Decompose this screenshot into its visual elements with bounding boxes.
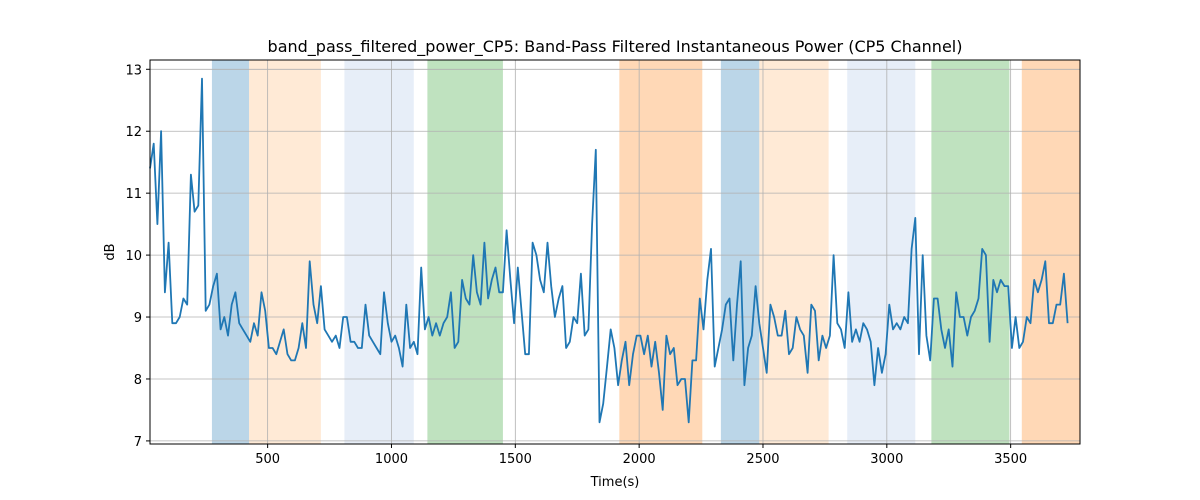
ticks-layer: 500 1000 1500 2000 2500 3000 3500 7 8 9 10 11 12 13 bbox=[125, 63, 1027, 467]
bands-layer bbox=[211, 60, 1080, 444]
shaded-band-1 bbox=[249, 60, 321, 444]
x-tick-label-5: 3000 bbox=[870, 452, 903, 467]
y-tick-label-5: 12 bbox=[125, 125, 142, 140]
x-axis-label: Time(s) bbox=[590, 475, 640, 490]
shaded-band-2 bbox=[344, 60, 414, 444]
plot-frame bbox=[149, 59, 1081, 445]
power-series-line bbox=[149, 77, 1069, 424]
chart-title: band_pass_filtered_power_CP5: Band-Pass … bbox=[268, 37, 963, 57]
y-axis-label: dB bbox=[103, 243, 118, 260]
shaded-band-5 bbox=[720, 60, 760, 444]
shaded-band-7 bbox=[847, 60, 916, 444]
shaded-band-6 bbox=[759, 60, 829, 444]
x-tick-label-4: 2500 bbox=[746, 452, 779, 467]
x-tick-label-2: 1500 bbox=[499, 452, 532, 467]
shaded-band-3 bbox=[427, 60, 503, 444]
shaded-band-0 bbox=[211, 60, 250, 444]
x-tick-label-1: 1000 bbox=[375, 452, 408, 467]
y-tick-label-6: 13 bbox=[125, 63, 142, 78]
x-tick-label-3: 2000 bbox=[623, 452, 656, 467]
shaded-band-8 bbox=[931, 60, 1010, 444]
y-tick-label-2: 9 bbox=[134, 311, 142, 326]
series-layer bbox=[149, 77, 1069, 424]
y-tick-label-4: 11 bbox=[125, 187, 142, 202]
x-tick-label-6: 3500 bbox=[994, 452, 1027, 467]
x-tick-label-0: 500 bbox=[255, 452, 280, 467]
y-tick-label-3: 10 bbox=[125, 249, 142, 264]
shaded-band-4 bbox=[619, 60, 703, 444]
shaded-band-9 bbox=[1021, 60, 1080, 444]
y-tick-label-1: 8 bbox=[134, 373, 142, 388]
y-tick-label-0: 7 bbox=[134, 435, 142, 450]
